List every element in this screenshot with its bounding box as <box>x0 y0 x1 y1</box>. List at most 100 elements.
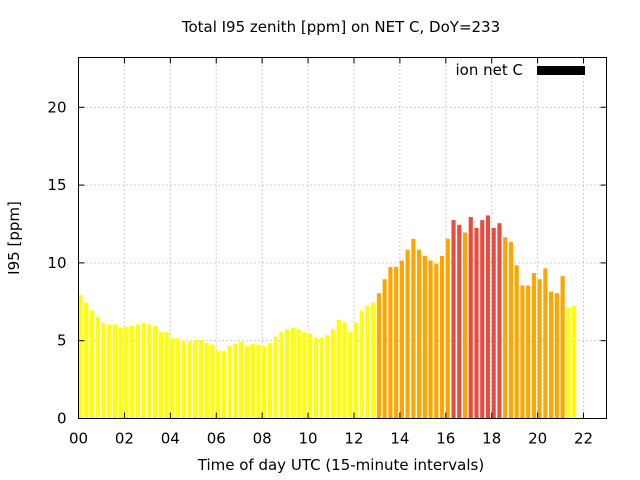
y-tick-label: 15 <box>47 176 66 194</box>
bar <box>153 325 158 419</box>
bar <box>554 293 559 419</box>
bar <box>485 215 491 419</box>
bar <box>233 343 238 419</box>
bar <box>124 326 129 419</box>
bar <box>549 291 554 419</box>
legend: ion net C <box>456 61 585 79</box>
bar <box>250 343 255 419</box>
y-tick-label: 0 <box>57 410 67 428</box>
bar <box>84 302 89 419</box>
bar <box>164 332 169 419</box>
plot-frame <box>78 57 607 419</box>
bar <box>399 260 404 419</box>
y-axis-label: I95 [ppm] <box>5 201 23 275</box>
bar <box>290 327 295 419</box>
bar <box>405 249 410 419</box>
x-tick-label: 16 <box>436 430 455 448</box>
bar <box>262 346 267 419</box>
bar <box>112 324 117 419</box>
bar <box>118 327 123 419</box>
bar <box>296 329 301 419</box>
bar <box>244 346 249 419</box>
bar <box>520 285 525 419</box>
bar <box>503 237 508 419</box>
x-tick-label: 06 <box>207 430 226 448</box>
bar <box>359 310 364 419</box>
bar <box>537 279 542 419</box>
bar <box>227 346 232 419</box>
bar <box>267 343 272 419</box>
bar <box>348 332 353 419</box>
bar <box>319 337 324 419</box>
chart-title: Total I95 zenith [ppm] on NET C, DoY=233 <box>181 18 500 36</box>
y-axis-ticks: 0 5 10 15 20 <box>47 98 607 428</box>
x-tick-label: 18 <box>482 430 501 448</box>
bar <box>428 260 433 419</box>
bar <box>480 220 485 419</box>
bar <box>560 276 565 419</box>
bar <box>256 344 261 419</box>
x-tick-label: 02 <box>115 430 134 448</box>
bar <box>330 329 336 419</box>
bar <box>101 322 106 419</box>
bar <box>181 341 186 419</box>
bar <box>342 322 347 419</box>
y-tick-label: 20 <box>47 98 66 116</box>
bar <box>514 265 519 419</box>
bar <box>508 241 513 419</box>
bar <box>422 255 427 419</box>
bar <box>302 332 307 419</box>
x-tick-label: 14 <box>390 430 409 448</box>
bar <box>279 332 284 419</box>
bar <box>491 227 496 419</box>
bar <box>130 325 135 419</box>
bar <box>572 305 577 419</box>
x-tick-label: 22 <box>574 430 593 448</box>
bar <box>193 339 198 419</box>
bar <box>451 220 456 419</box>
y-tick-label: 5 <box>57 332 67 350</box>
bar <box>526 285 531 419</box>
bar <box>147 324 152 419</box>
bar <box>170 338 175 419</box>
bar <box>445 238 450 419</box>
bar <box>78 294 83 419</box>
x-tick-label: 08 <box>253 430 272 448</box>
bar <box>468 216 473 419</box>
bar <box>273 336 278 419</box>
bar <box>531 273 536 419</box>
bar <box>417 249 422 419</box>
x-tick-label: 20 <box>528 430 547 448</box>
bar <box>336 319 341 419</box>
bar <box>457 224 462 419</box>
y-tick-label: 10 <box>47 254 66 272</box>
bar <box>434 263 439 419</box>
bars <box>78 215 577 419</box>
bar <box>198 339 204 419</box>
bar <box>382 279 387 419</box>
bar <box>388 266 393 419</box>
bar <box>187 341 192 419</box>
bar <box>440 255 445 419</box>
bar <box>497 223 502 419</box>
bar <box>365 305 370 419</box>
bar <box>285 329 290 419</box>
bar <box>462 232 468 419</box>
bar <box>308 333 313 419</box>
bar <box>221 350 227 419</box>
bar <box>566 307 571 419</box>
x-axis-ticks: 00 02 04 06 08 10 12 14 16 18 20 22 <box>69 57 593 448</box>
x-axis-label: Time of day UTC (15-minute intervals) <box>197 456 484 474</box>
bar <box>371 302 376 419</box>
x-tick-label: 12 <box>344 430 363 448</box>
legend-label: ion net C <box>456 61 523 79</box>
bar <box>107 324 112 419</box>
bar <box>313 337 318 419</box>
bar <box>158 332 163 419</box>
bar <box>204 343 209 419</box>
x-tick-label: 04 <box>161 430 180 448</box>
bar <box>376 293 381 419</box>
bar <box>411 238 416 419</box>
bar <box>141 322 146 419</box>
